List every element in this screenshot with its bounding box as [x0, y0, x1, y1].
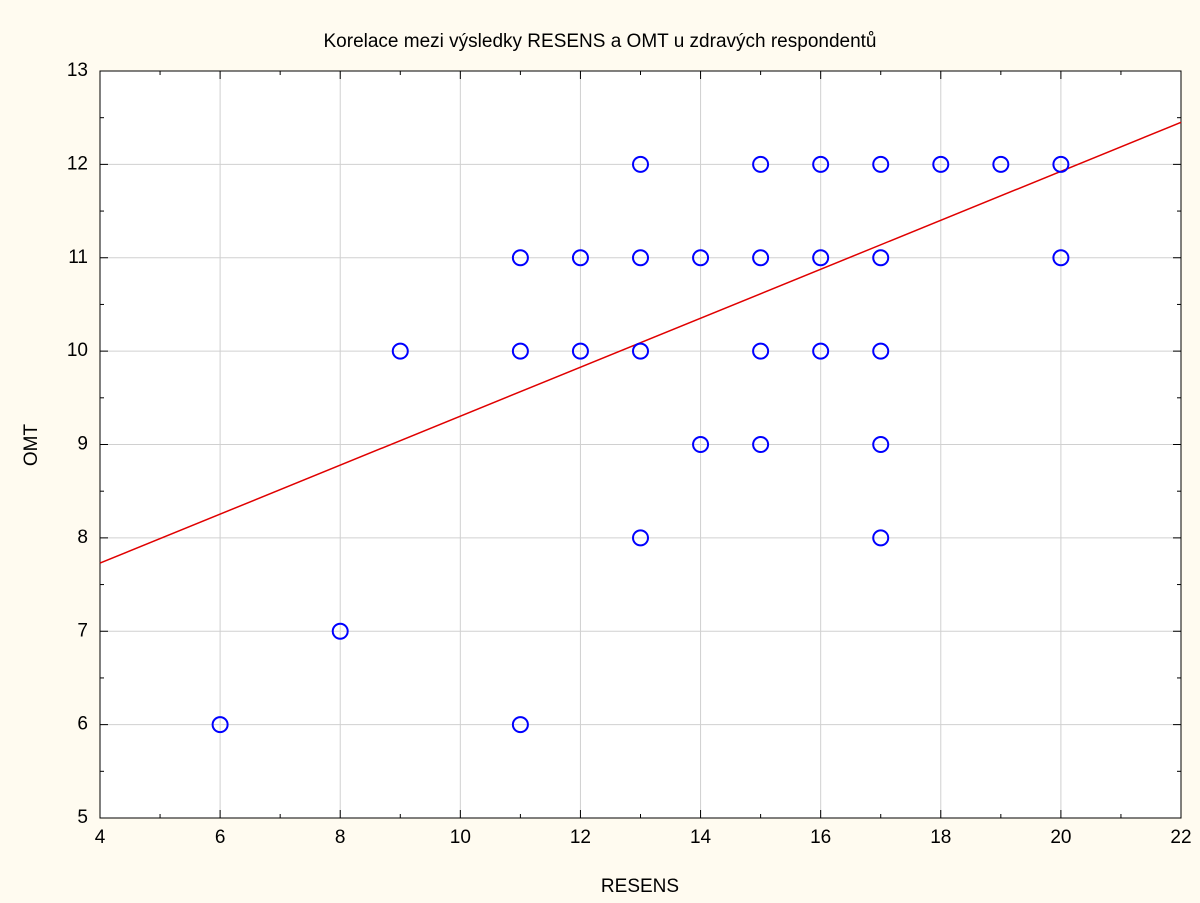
point — [752, 249, 770, 267]
x-tick-label: 18 — [930, 827, 951, 848]
point — [752, 342, 770, 360]
point — [571, 249, 589, 267]
x-tick-label: 6 — [215, 827, 226, 848]
point — [632, 249, 649, 267]
y-tick-label: 7 — [77, 620, 88, 641]
point — [932, 155, 950, 173]
point — [872, 342, 890, 360]
x-tick-label: 20 — [1050, 827, 1071, 848]
x-tick-label: 12 — [570, 827, 591, 848]
point — [812, 249, 830, 267]
y-tick-label: 10 — [67, 340, 88, 361]
point — [812, 342, 830, 360]
y-axis-label: OMT — [21, 424, 42, 467]
y-tick-label: 5 — [77, 807, 88, 828]
point — [692, 249, 710, 267]
point — [511, 342, 529, 360]
point — [511, 716, 529, 734]
point — [752, 155, 770, 173]
point — [692, 436, 710, 453]
point — [632, 155, 649, 173]
y-tick-label: 8 — [77, 527, 88, 548]
y-tick-label: 13 — [67, 60, 88, 81]
y-tick-label: 11 — [68, 247, 88, 268]
y-tick-label: 9 — [77, 434, 88, 455]
point — [571, 342, 589, 360]
plot-border — [99, 70, 1182, 819]
point — [872, 436, 890, 453]
point — [331, 622, 349, 640]
point — [1052, 249, 1070, 267]
x-tick-label: 4 — [95, 827, 106, 848]
x-axis-label: RESENS — [601, 876, 679, 897]
point — [872, 249, 890, 267]
point — [211, 716, 229, 734]
point — [872, 155, 890, 173]
point — [872, 529, 890, 547]
x-tick-label: 16 — [810, 827, 831, 848]
point — [391, 342, 409, 360]
x-tick-label: 22 — [1170, 827, 1191, 848]
point — [812, 155, 830, 173]
y-tick-label: 12 — [67, 153, 88, 174]
chart-title: Korelace mezi výsledky RESENS a OMT u zd… — [324, 31, 877, 52]
point — [752, 436, 770, 453]
point — [632, 342, 649, 360]
point — [1052, 155, 1070, 173]
point — [632, 529, 649, 547]
x-tick-label: 8 — [335, 827, 346, 848]
x-tick-label: 14 — [690, 827, 712, 848]
x-tick-label: 10 — [450, 827, 471, 848]
y-tick-label: 6 — [77, 714, 88, 735]
point — [992, 155, 1010, 173]
point — [511, 249, 529, 267]
